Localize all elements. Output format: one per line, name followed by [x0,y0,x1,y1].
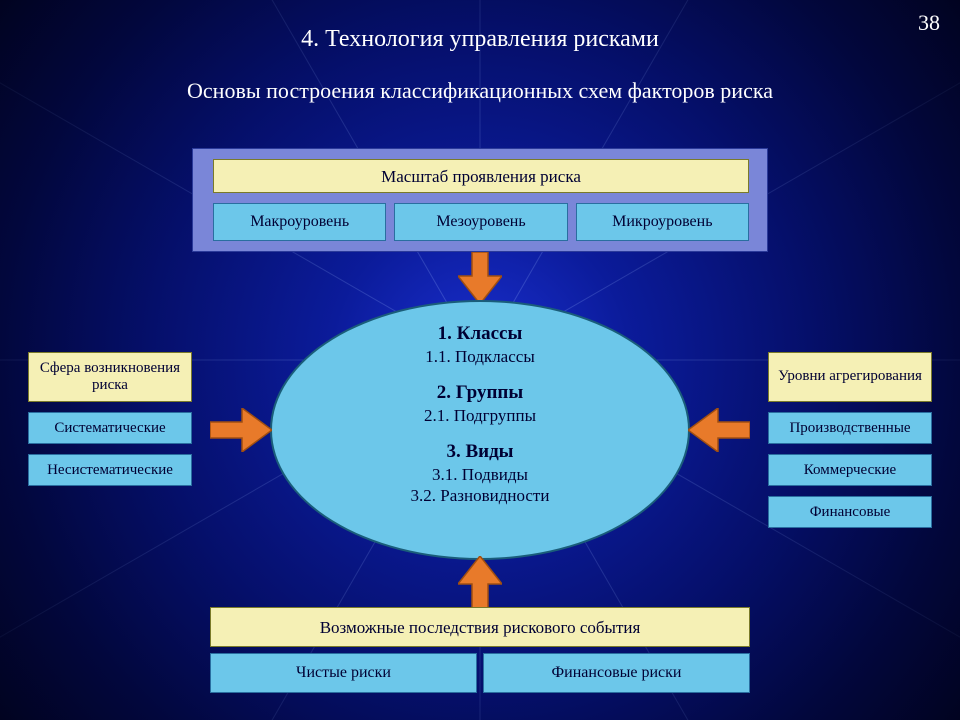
top-item: Мезоуровень [394,203,567,241]
left-item: Несистематические [28,454,192,486]
bottom-item: Финансовые риски [483,653,750,693]
slide-stage: 38 4. Технология управления рисками Осно… [0,0,960,720]
ellipse-line: 1. Классы [272,322,688,346]
top-items-row: Макроуровень Мезоуровень Микроуровень [213,203,749,241]
bottom-header-box: Возможные последствия рискового события [210,607,750,647]
left-group: Сфера возникновения риска Систематически… [28,352,192,486]
slide-subtitle: Основы построения классификационных схем… [0,78,960,104]
arrow-up-icon [458,556,502,608]
top-header-box: Масштаб проявления риска [213,159,749,193]
right-group: Уровни агрегирования Производственные Ко… [768,352,932,528]
ellipse-line: 3.2. Разновидности [272,485,688,506]
right-header-box: Уровни агрегирования [768,352,932,402]
arrow-right-icon [210,408,272,452]
ellipse-line: 3. Виды [272,440,688,464]
left-item: Систематические [28,412,192,444]
arrow-left-icon [688,408,750,452]
ellipse-line: 2. Группы [272,381,688,405]
top-item: Макроуровень [213,203,386,241]
slide-title: 4. Технология управления рисками [0,26,960,53]
arrow-down-icon [458,252,502,304]
top-item: Микроуровень [576,203,749,241]
bottom-items-row: Чистые риски Финансовые риски [210,653,750,693]
ellipse-text: 1. Классы1.1. Подклассы 2. Группы2.1. Под… [272,322,688,506]
right-item: Финансовые [768,496,932,528]
right-item: Коммерческие [768,454,932,486]
ellipse-line: 2.1. Подгруппы [272,405,688,426]
right-item: Производственные [768,412,932,444]
bottom-item: Чистые риски [210,653,477,693]
top-panel: Масштаб проявления риска Макроуровень Ме… [192,148,768,252]
ellipse-line: 1.1. Подклассы [272,346,688,367]
center-ellipse: 1. Классы1.1. Подклассы 2. Группы2.1. Под… [270,300,690,560]
ellipse-line: 3.1. Подвиды [272,464,688,485]
left-header-box: Сфера возникновения риска [28,352,192,402]
